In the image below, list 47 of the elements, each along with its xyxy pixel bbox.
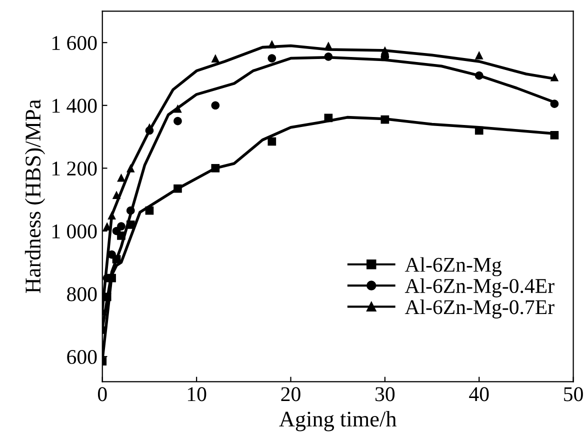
y-tick-label: 600 [67,350,97,364]
point [268,40,276,48]
point [108,274,116,282]
point [268,54,276,62]
x-tick-label: 50 [564,387,583,402]
point [474,126,484,135]
point [145,206,154,215]
point [112,190,121,200]
point [117,232,126,240]
point [380,115,390,124]
x-tick-label: 10 [188,387,206,402]
point [324,52,333,61]
point [126,164,135,172]
point [174,116,182,126]
y-tick-label: 1 600 [52,36,97,50]
x-tick-label: 40 [469,387,489,402]
point [324,114,333,122]
point [126,206,135,215]
x-axis-title: Aging time/h [279,411,396,432]
point [145,126,154,135]
point [112,255,121,264]
point [550,131,559,140]
point [126,220,135,229]
y-axis-title: Hardness (HBS)/MPa [24,100,46,294]
x-tick-label: 20 [281,387,300,402]
legend-label: Al-6Zn-Mg-0.7Er [404,300,554,318]
point [174,104,182,113]
point [550,100,559,108]
legend-label: Al-6Zn-Mg [404,257,502,276]
point [174,184,182,193]
point [211,54,220,62]
point [211,101,220,110]
y-tick-label: 1 200 [52,162,97,176]
x-tick-label: 0 [98,387,107,402]
point [117,173,126,182]
point [108,211,116,220]
point [474,71,484,80]
point [268,137,276,146]
y-tick-label: 1 400 [52,98,97,113]
point [117,222,126,230]
y-tick-label: 800 [67,287,97,302]
point [550,72,559,82]
y-tick-label: 1 000 [52,224,97,238]
x-tick-label: 30 [376,387,395,402]
point [211,164,220,172]
point [474,50,484,60]
legend-label: Al-6Zn-Mg-0.4Er [404,278,554,298]
